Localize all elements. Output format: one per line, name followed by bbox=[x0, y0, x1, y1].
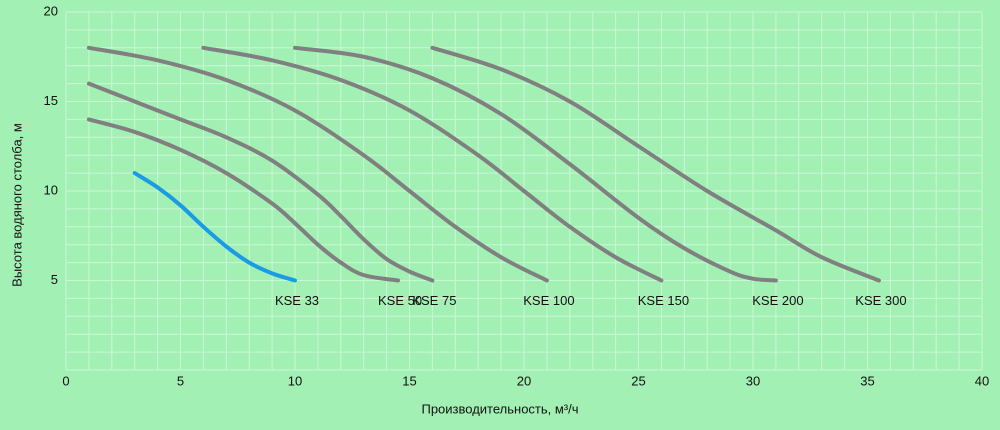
y-tick-label: 15 bbox=[44, 93, 58, 108]
curve-label: KSE 200 bbox=[752, 293, 803, 308]
curve-label: KSE 300 bbox=[855, 293, 906, 308]
x-tick-label: 35 bbox=[860, 373, 874, 388]
curve-label: KSE 100 bbox=[523, 293, 574, 308]
curve bbox=[86, 117, 401, 283]
y-tick-label: 20 bbox=[44, 3, 58, 18]
x-tick-label: 20 bbox=[517, 373, 531, 388]
x-tick-label: 40 bbox=[975, 373, 989, 388]
y-tick-label: 10 bbox=[44, 182, 58, 197]
curve-label: KSE 50 bbox=[378, 293, 422, 308]
y-axis-label: Высота водяного столба, м bbox=[9, 123, 24, 287]
curve bbox=[201, 45, 664, 283]
x-tick-label: 10 bbox=[288, 373, 302, 388]
x-tick-label: 15 bbox=[402, 373, 416, 388]
x-axis-label: Производительность, м³/ч bbox=[421, 401, 578, 416]
curve bbox=[430, 45, 881, 283]
curve-label: KSE 75 bbox=[412, 293, 456, 308]
curve bbox=[132, 171, 297, 283]
curve bbox=[86, 45, 549, 283]
curve bbox=[86, 81, 435, 283]
x-tick-label: 5 bbox=[177, 373, 184, 388]
x-tick-label: 30 bbox=[746, 373, 760, 388]
curve-label: KSE 33 bbox=[275, 293, 319, 308]
curve bbox=[293, 45, 778, 283]
x-tick-label: 25 bbox=[631, 373, 645, 388]
curve-label: KSE 150 bbox=[638, 293, 689, 308]
y-tick-label: 5 bbox=[51, 272, 58, 287]
x-tick-label: 0 bbox=[62, 373, 69, 388]
